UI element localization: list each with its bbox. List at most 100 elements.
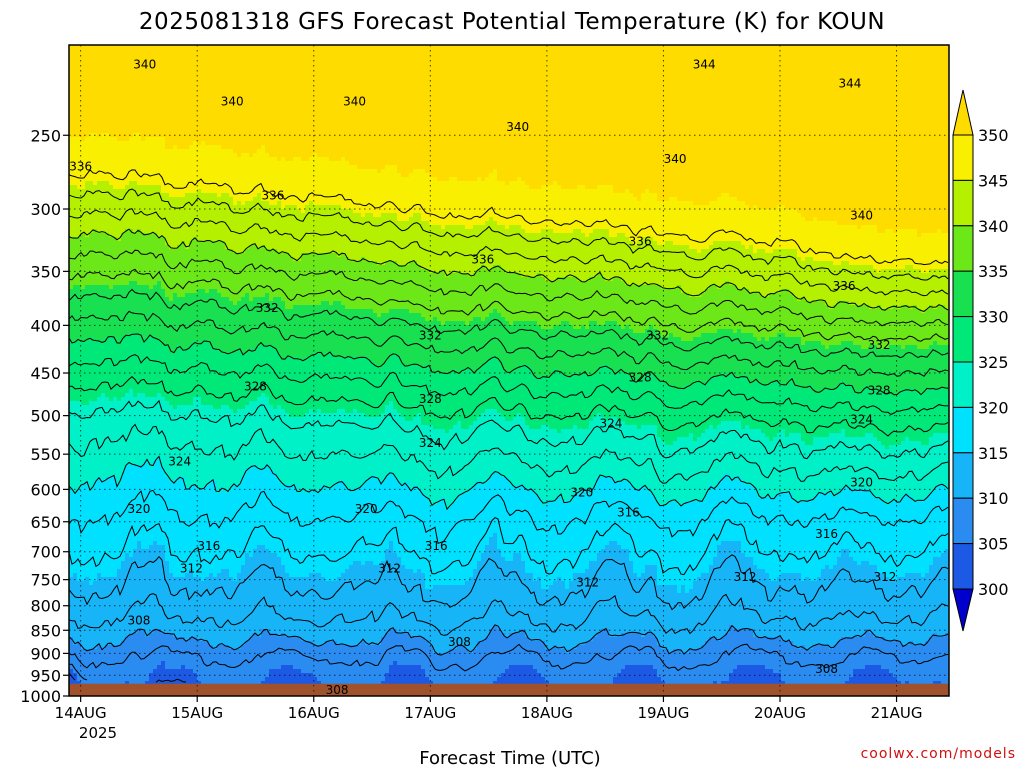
y-tick-label: 250 <box>30 126 61 145</box>
contour-label: 340 <box>133 58 156 72</box>
potential-temperature-field <box>69 45 949 696</box>
x-year-label: 2025 <box>79 724 117 742</box>
contour-label: 312 <box>180 562 203 576</box>
x-axis-label: Forecast Time (UTC) <box>419 748 600 768</box>
contour-label: 328 <box>868 384 891 398</box>
contour-label: 308 <box>127 614 150 628</box>
contour-line <box>69 376 949 437</box>
contour-label: 340 <box>221 95 244 109</box>
contour-label: 312 <box>576 575 599 589</box>
colorbar-segment <box>952 406 974 454</box>
y-tick-label: 550 <box>30 445 61 464</box>
contour-label: 332 <box>868 338 891 352</box>
contour-label: 320 <box>570 486 593 500</box>
y-tick-label: 500 <box>30 407 61 426</box>
contour-line <box>69 399 949 460</box>
x-tick-label: 15AUG <box>171 704 223 722</box>
contour-label: 316 <box>425 539 448 553</box>
contour-label: 328 <box>419 392 442 406</box>
contour-line <box>69 249 949 328</box>
x-tick-label: 18AUG <box>521 704 573 722</box>
y-tick-label: 300 <box>30 200 61 219</box>
contour-line <box>69 169 949 266</box>
colorbar-label: 305 <box>978 535 1009 554</box>
contour-label: 336 <box>471 253 494 267</box>
y-axis: 250 300 350 400 450 500 550 600 650 700 750 800 850 9… <box>20 126 69 706</box>
x-tick-label: 21AUG <box>871 704 923 722</box>
colorbar-segment <box>952 316 974 363</box>
contour-label: 312 <box>378 562 401 576</box>
y-tick-label: 750 <box>30 571 61 590</box>
x-axis: 14AUG 15AUG 16AUG 17AUG 18AUG 19AUG 20AUG 21AUG <box>55 696 923 722</box>
colorbar-label: 335 <box>978 262 1009 281</box>
colorbar-label: 340 <box>978 217 1009 236</box>
colorbar-label: 310 <box>978 489 1009 508</box>
x-tick-label: 19AUG <box>637 704 689 722</box>
contour-label: 328 <box>244 379 267 393</box>
contour-label: 324 <box>419 436 442 450</box>
colorbar-label: 345 <box>978 171 1009 190</box>
colorbar-segment <box>952 134 974 181</box>
contour-line <box>69 624 949 656</box>
y-tick-label: 600 <box>30 480 61 499</box>
contour-line <box>69 188 949 281</box>
colorbar: 300 305 310 315 320 325 330 335 340 345 350 <box>952 89 1009 632</box>
colorbar-segment <box>952 543 974 590</box>
contour-line <box>69 489 949 544</box>
contour-labels: 340 340 340 340 340 340 344 344 336 336 336 336 336 3… <box>69 58 896 697</box>
contour-line <box>69 208 949 297</box>
contour-label: 320 <box>355 502 378 516</box>
contour-label: 312 <box>734 570 757 584</box>
contour-label: 316 <box>197 539 220 553</box>
contour-lines <box>69 169 949 683</box>
y-tick-label: 450 <box>30 364 61 383</box>
contour-line <box>69 455 949 511</box>
contour-label: 344 <box>693 58 716 72</box>
colorbar-triangle-bottom <box>952 588 974 632</box>
contour-label: 308 <box>815 662 838 676</box>
contour-line <box>69 672 76 681</box>
y-tick-label: 850 <box>30 621 61 640</box>
y-tick-label: 400 <box>30 316 61 335</box>
contour-label: 308 <box>448 635 471 649</box>
contour-line <box>69 423 949 484</box>
contour-line <box>69 288 949 359</box>
colorbar-segment <box>952 179 974 227</box>
x-tick-label: 17AUG <box>404 704 456 722</box>
contour-label: 324 <box>168 454 191 468</box>
y-tick-label: 700 <box>30 543 61 562</box>
contour-label: 332 <box>646 328 669 342</box>
contour-label: 320 <box>850 476 873 490</box>
contour-line <box>69 554 949 611</box>
colorbar-segment <box>952 225 974 272</box>
contour-line <box>155 678 187 683</box>
contour-label: 312 <box>873 570 896 584</box>
y-tick-label: 650 <box>30 513 61 532</box>
colorbar-segment <box>952 270 974 318</box>
contour-label: 336 <box>262 188 285 202</box>
contour-label: 340 <box>343 95 366 109</box>
x-tick-label: 14AUG <box>55 704 107 722</box>
contour-label: 344 <box>838 77 861 91</box>
contour-label: 316 <box>617 505 640 519</box>
contour-label: 336 <box>833 279 856 293</box>
contour-line <box>69 228 949 312</box>
y-tick-label: 350 <box>30 262 61 281</box>
ground-surface <box>69 683 949 696</box>
contour-label: 308 <box>326 683 349 697</box>
contour-label: 324 <box>850 413 873 427</box>
contour-line <box>69 516 949 576</box>
colorbar-label: 330 <box>978 308 1009 327</box>
chart-title: 2025081318 GFS Forecast Potential Temper… <box>139 9 885 35</box>
y-tick-label: 900 <box>30 644 61 663</box>
contour-label: 336 <box>69 159 92 173</box>
grid-lines <box>69 45 949 696</box>
contour-label: 340 <box>506 120 529 134</box>
contour-label: 324 <box>600 417 623 431</box>
contour-line <box>69 354 949 416</box>
contour-label: 340 <box>664 152 687 166</box>
colorbar-label: 350 <box>978 126 1009 145</box>
contour-label: 320 <box>127 502 150 516</box>
colorbar-label: 300 <box>978 580 1009 599</box>
